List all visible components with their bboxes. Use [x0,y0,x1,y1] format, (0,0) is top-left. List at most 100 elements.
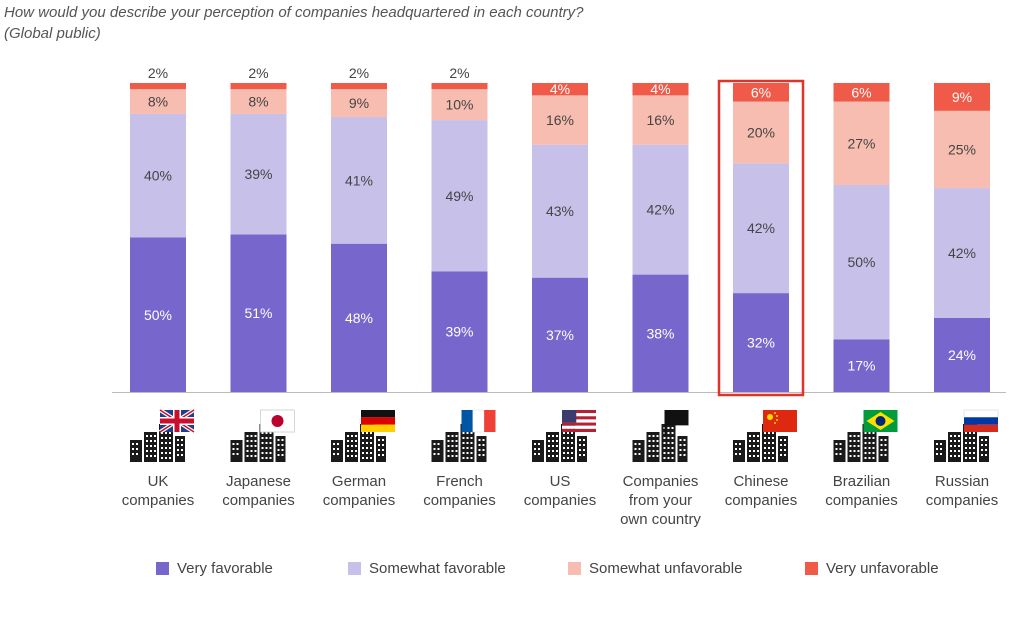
data-label: 39% [244,166,272,182]
data-label: 40% [144,168,172,184]
category-label: Japanese [226,473,291,490]
legend-item-somewhat-unfavorable: Somewhat unfavorable [568,560,742,577]
bar-companies-from-your-own-country-somewhat-unfavorable [632,95,689,145]
data-label: 43% [546,203,574,219]
company-buildings-icon [431,424,487,462]
legend-item-somewhat-favorable: Somewhat favorable [348,560,506,577]
legend-item-very-unfavorable: Very unfavorable [805,560,939,577]
data-label: 39% [445,324,473,340]
data-label: 49% [445,188,473,204]
bar-french-companies-somewhat-unfavorable [431,89,488,121]
data-label: 2% [148,65,168,81]
category-label: companies [122,492,195,509]
bar-uk-companies-somewhat-unfavorable [130,89,186,114]
brazil-flag-icon [863,410,898,432]
legend-swatch [568,562,581,575]
bar-chinese-companies-very-favorable [733,293,789,392]
bar-us-companies-somewhat-unfavorable [532,95,588,145]
bar-chinese-companies-somewhat-unfavorable [733,101,789,164]
data-label: 2% [349,65,369,81]
category-label: UK [148,473,169,490]
category-label: German [332,473,386,490]
bar-brazilian-companies-somewhat-unfavorable [833,101,890,185]
own-country-flag-icon [664,410,689,436]
bar-chinese-companies-very-unfavorable [733,83,789,102]
bar-french-companies-very-favorable [431,271,488,392]
france-flag-icon [461,409,496,433]
bar-german-companies-somewhat-unfavorable [331,89,387,117]
data-label: 38% [646,325,674,341]
bar-companies-from-your-own-country-somewhat-favorable [632,144,689,275]
bar-russian-companies-very-unfavorable [934,83,990,111]
legend-label: Very unfavorable [826,560,939,577]
category-label: US [550,473,571,490]
data-label: 42% [747,220,775,236]
category-label: Companies [623,473,699,490]
bar-russian-companies-somewhat-unfavorable [934,110,990,189]
data-label: 48% [345,310,373,326]
bar-companies-from-your-own-country-very-favorable [632,274,689,392]
bar-us-companies-somewhat-favorable [532,144,588,278]
highlight-box [717,79,805,397]
china-flag-icon [763,410,797,432]
chart-legend: Very favorable Somewhat favorable Somewhat… [0,560,1024,584]
category-label: companies [323,492,396,509]
bar-brazilian-companies-very-favorable [833,339,890,392]
data-label: 8% [148,94,168,110]
chart-title: How would you describe your perception o… [4,4,584,21]
data-label: 9% [349,95,369,111]
category-label: own country [620,511,701,528]
bar-german-companies-very-favorable [331,243,387,392]
stacked-bar-chart: 50% 40% 8% 2% UK companies 51% 39% 8% 2% Japanese c… [112,65,1006,528]
bar-us-companies-very-favorable [532,277,588,392]
bar-brazilian-companies-somewhat-favorable [833,184,890,340]
data-label: 16% [546,112,574,128]
bar-russian-companies-somewhat-favorable [934,188,990,318]
data-label: 50% [847,254,875,270]
data-label: 41% [345,172,373,188]
bar-german-companies-very-unfavorable [331,83,387,90]
company-buildings-icon [230,424,286,462]
bar-russian-companies-very-favorable [934,317,990,392]
data-label: 51% [244,305,272,321]
category-label: companies [725,492,798,509]
bar-french-companies-somewhat-favorable [431,120,488,272]
data-label: 16% [646,112,674,128]
bar-french-companies-very-unfavorable [431,83,488,90]
company-buildings-icon [532,424,587,462]
category-label: from your [629,492,692,509]
category-label: companies [524,492,597,509]
legend-swatch [156,562,169,575]
data-label: 50% [144,307,172,323]
data-label: 17% [847,358,875,374]
bar-japanese-companies-very-unfavorable [230,83,287,90]
category-label: Chinese [733,473,788,490]
bar-uk-companies-somewhat-favorable [130,113,186,238]
bar-uk-companies-very-unfavorable [130,83,186,90]
bar-japanese-companies-very-favorable [230,234,287,392]
data-label: 42% [948,245,976,261]
data-label: 25% [948,141,976,157]
legend-label: Very favorable [177,560,273,577]
data-label: 24% [948,347,976,363]
usa-flag-icon [562,410,596,432]
data-label: 37% [546,327,574,343]
company-buildings-icon [331,424,386,462]
legend-label: Somewhat unfavorable [589,560,743,577]
category-label: companies [222,492,295,509]
legend-label: Somewhat favorable [369,560,506,577]
data-label: 10% [445,97,473,113]
data-label: 4% [650,81,670,97]
data-label: 27% [847,135,875,151]
category-label: Russian [935,473,989,490]
category-label: companies [825,492,898,509]
uk-flag-icon [158,408,196,434]
company-buildings-icon [130,424,185,462]
legend-item-very-favorable: Very favorable [156,560,273,577]
bar-brazilian-companies-very-unfavorable [833,83,890,102]
legend-swatch [805,562,818,575]
bar-japanese-companies-somewhat-favorable [230,113,287,235]
data-label: 2% [449,65,469,81]
bar-german-companies-somewhat-favorable [331,116,387,244]
data-label: 4% [550,81,570,97]
